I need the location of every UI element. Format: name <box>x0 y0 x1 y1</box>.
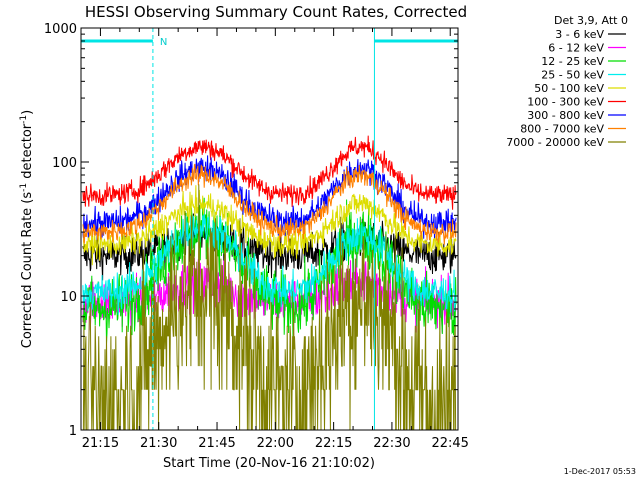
series-line-8 <box>82 184 457 430</box>
x-tick-label: 21:30 <box>140 436 177 451</box>
series-line-0 <box>82 213 457 281</box>
legend-label: 25 - 50 keV <box>541 69 604 82</box>
x-tick-label: 22:45 <box>431 436 468 451</box>
x-tick-label: 22:30 <box>373 436 410 451</box>
legend-label: 50 - 100 keV <box>534 82 604 95</box>
y-tick-label: 100 <box>52 156 77 171</box>
legend-label: 6 - 12 keV <box>548 42 604 55</box>
night-marker-label: N <box>160 37 167 48</box>
x-tick-label: 22:15 <box>315 436 352 451</box>
series-line-5 <box>82 135 457 210</box>
plot-frame <box>80 27 459 431</box>
chart-title: HESSI Observing Summary Count Rates, Cor… <box>85 3 467 21</box>
legend-label: 300 - 800 keV <box>527 109 604 122</box>
y-ticks: 1 10 100 1000 <box>44 22 458 439</box>
legend-label: 12 - 25 keV <box>541 55 604 68</box>
x-tick-label: 22:00 <box>257 436 294 451</box>
y-axis-label: Corrected Count Rate (s-1 detector-1) <box>19 110 35 348</box>
series-line-4 <box>82 185 457 266</box>
series-line-6 <box>82 155 457 239</box>
series-line-7 <box>82 163 457 245</box>
data-layer <box>82 135 457 430</box>
x-ticks: 21:15 21:30 21:45 22:00 22:15 22:30 22:45 <box>80 28 469 451</box>
legend-label: 100 - 300 keV <box>527 96 604 109</box>
timestamp: 1-Dec-2017 05:53 <box>564 467 636 476</box>
legend-label: 7000 - 20000 keV <box>506 136 604 149</box>
x-tick-label: 21:15 <box>82 436 119 451</box>
y-tick-label: 1 <box>69 424 77 439</box>
legend-label: 800 - 7000 keV <box>520 123 604 136</box>
legend-title: Det 3,9, Att 0 <box>554 14 628 27</box>
x-tick-label: 21:45 <box>198 436 235 451</box>
x-axis-label: Start Time (20-Nov-16 21:10:02) <box>163 456 375 471</box>
legend-label: 3 - 6 keV <box>555 28 604 41</box>
y-tick-label: 10 <box>60 290 77 305</box>
y-tick-label: 1000 <box>44 22 77 37</box>
